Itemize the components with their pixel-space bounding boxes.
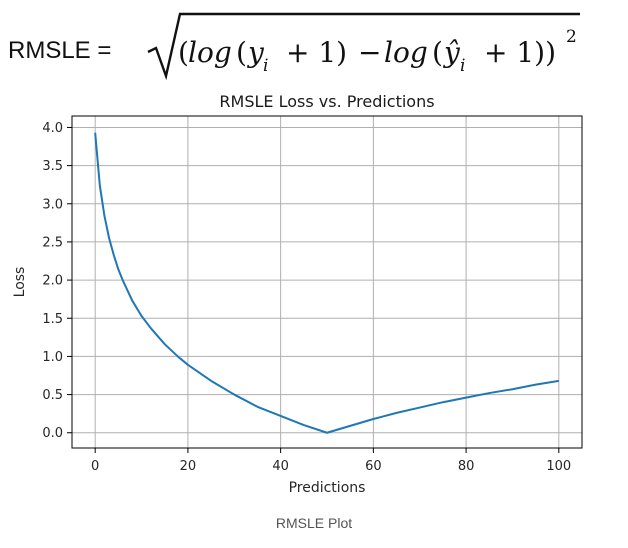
y-tick-label: 4.0	[42, 121, 63, 136]
tick-layer: 0 20 40 60 80 100 0.0 0.5 1.0 1.5 2.0 2.5 3.0 3.5 4.0	[42, 121, 571, 474]
formula-log-1: log	[188, 36, 232, 69]
y-tick-label: 3.5	[42, 159, 63, 174]
series-layer	[94, 132, 559, 434]
y-tick-label: 1.5	[42, 312, 63, 327]
rmsle-formula: RMSLE = ( log ( y i + 1) − log ( ŷ i + 1…	[8, 12, 580, 81]
formula-open-paren-3: (	[432, 36, 443, 69]
y-tick-label: 0.0	[42, 426, 63, 441]
formula-y-hat: ŷ	[442, 36, 461, 69]
y-tick-label: 2.5	[42, 235, 63, 250]
formula-plus-1: + 1)	[286, 36, 347, 69]
chart-title: RMSLE Loss vs. Predictions	[219, 92, 434, 111]
x-tick-label: 80	[458, 459, 475, 474]
formula-open-paren-2: (	[236, 36, 247, 69]
y-tick-label: 3.0	[42, 197, 63, 212]
formula-plus-2: + 1))	[484, 36, 556, 69]
x-tick-label: 20	[180, 459, 197, 474]
rmsle-chart: RMSLE Loss vs. Predictions 0 20 40 60 80 1000…	[12, 92, 583, 496]
formula-exponent: 2	[566, 27, 577, 47]
rmsle-loss-line	[94, 132, 559, 434]
y-tick-label: 2.0	[42, 274, 63, 289]
figure-caption: RMSLE Plot	[275, 515, 353, 531]
formula-sub-i-1: i	[263, 56, 268, 76]
x-tick-label: 0	[91, 459, 99, 474]
formula-lead-text: RMSLE =	[8, 37, 111, 64]
x-tick-label: 40	[272, 459, 289, 474]
y-tick-label: 1.0	[42, 350, 63, 365]
formula-minus: −	[358, 36, 381, 69]
radical-sign	[147, 12, 580, 81]
plot-frame	[71, 115, 583, 449]
formula-open-paren-1: (	[178, 36, 189, 69]
x-tick-label: 60	[365, 459, 382, 474]
y-tick-label: 0.5	[42, 388, 63, 403]
y-axis-title: Loss	[12, 267, 28, 298]
formula-y: y	[246, 36, 265, 69]
x-axis-title: Predictions	[289, 480, 366, 496]
x-tick-label: 100	[546, 459, 571, 474]
formula-log-2: log	[384, 36, 428, 69]
grid-layer	[72, 116, 582, 448]
formula-sub-i-2: i	[460, 56, 465, 76]
